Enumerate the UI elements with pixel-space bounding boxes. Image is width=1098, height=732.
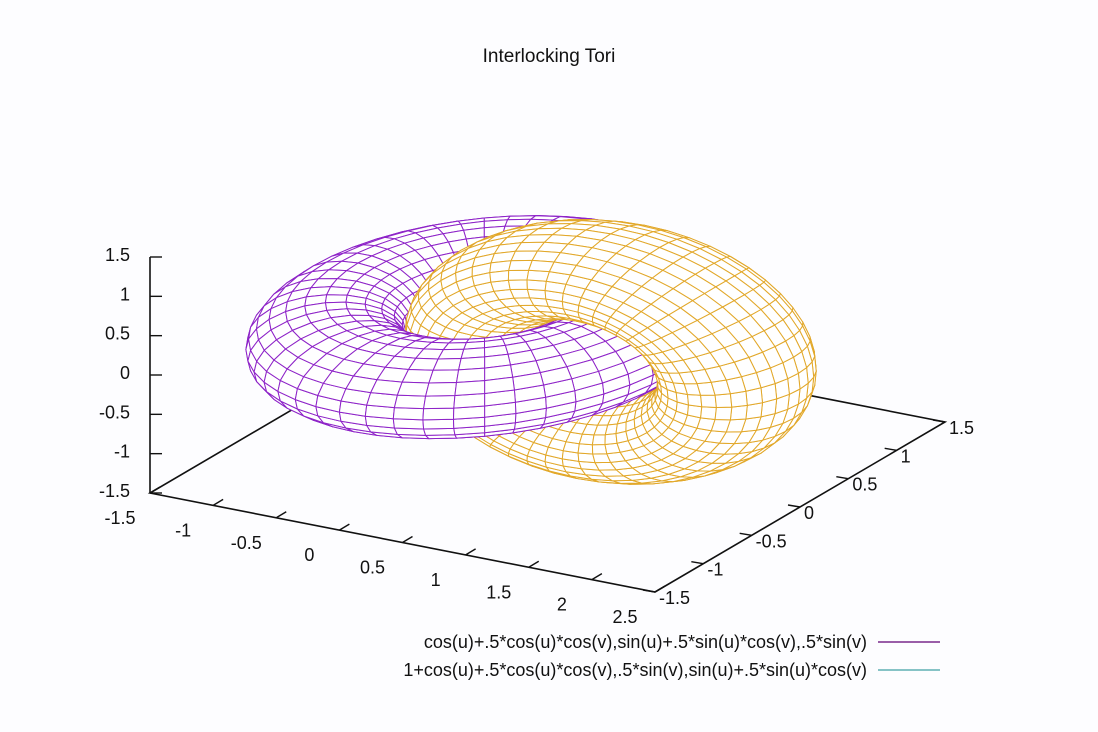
- torus-1-mesh-cell: [393, 394, 427, 410]
- x-tick-mark: [339, 523, 350, 531]
- torus-1-mesh-cell: [425, 382, 457, 397]
- z-tick-label: 1.5: [105, 245, 130, 265]
- torus-2-mesh-cell: [591, 434, 606, 446]
- torus-2-mesh-cell: [687, 394, 703, 408]
- x-tick-label: -0.5: [231, 533, 262, 553]
- legend-label-torus-2: 1+cos(u)+.5*cos(u)*cos(v),.5*sin(v),sin(…: [403, 660, 867, 680]
- z-tick-label: 1: [120, 284, 130, 304]
- y-tick-label: 0: [804, 503, 814, 523]
- torus-1-mesh-cell: [324, 294, 348, 304]
- torus-2-mesh-cell: [509, 288, 531, 299]
- torus-2-mesh-cell: [577, 443, 594, 455]
- x-tick-label: -1: [175, 520, 191, 540]
- torus-1-mesh-cell: [423, 395, 456, 410]
- legend: cos(u)+.5*cos(u)*cos(v),sin(u)+.5*sin(u)…: [403, 632, 940, 680]
- x-tick-mark: [275, 511, 287, 519]
- y-tick-mark: [932, 419, 946, 423]
- x-tick-label: 2: [557, 595, 567, 615]
- surfaces: [245, 215, 817, 485]
- torus-1-mesh-cell: [326, 286, 352, 296]
- torus-1-mesh-cell: [392, 407, 425, 421]
- chart-title: Interlocking Tori: [483, 46, 616, 67]
- torus-2-mesh-cell: [578, 433, 595, 446]
- y-tick-label: 1.5: [949, 418, 974, 438]
- x-tick-label: -1.5: [104, 508, 135, 528]
- x-tick-mark: [654, 585, 666, 593]
- torus-1-mesh-cell: [392, 418, 425, 430]
- torus-1-mesh-cell: [456, 367, 486, 383]
- z-tick-label: -1: [114, 442, 130, 462]
- y-tick-mark: [642, 589, 656, 593]
- y-tick-mark: [884, 447, 897, 452]
- y-tick-label: -1: [707, 560, 723, 580]
- y-tick-label: -0.5: [756, 531, 787, 551]
- y-tick-label: 1: [901, 446, 911, 466]
- torus-1-mesh-cell: [422, 407, 455, 421]
- y-tick-mark: [787, 504, 801, 508]
- torus-2-mesh-cell: [700, 406, 717, 420]
- torus-1-mesh-cell: [370, 379, 403, 396]
- torus-1-mesh-cell: [432, 358, 462, 371]
- y-tick-label: -1.5: [659, 588, 690, 608]
- torus-2-mesh-cell: [489, 270, 510, 283]
- x-tick-label: 0.5: [360, 558, 385, 578]
- x-tick-label: 2.5: [612, 607, 637, 627]
- torus-1-mesh-cell: [423, 427, 456, 436]
- z-tick-label: 0.5: [105, 324, 130, 344]
- torus-1-mesh-cell: [422, 418, 455, 430]
- y-tick-mark: [836, 475, 849, 480]
- torus-2-mesh-cell: [700, 394, 717, 408]
- torus-2-mesh-cell: [591, 444, 608, 455]
- x-tick-mark: [402, 535, 413, 544]
- axes: -1.5 -1 -0.5 0 0.5 1 1.5 2 2.5 -1.5 -1 -0.5 0 0.5 1 1.5…: [99, 245, 974, 627]
- torus-1-mesh-cell: [454, 380, 486, 396]
- torus-2-mesh-cell: [714, 406, 733, 421]
- y-tick-mark: [739, 532, 752, 537]
- x-tick-label: 1: [431, 570, 441, 590]
- x-tick-mark: [591, 573, 603, 581]
- torus-1-mesh-cell: [428, 369, 460, 384]
- y-tick-label: 0.5: [852, 475, 877, 495]
- x-tick-label: 0: [304, 545, 314, 565]
- torus-2-mesh-cell: [661, 288, 694, 309]
- x-tick-mark: [212, 498, 224, 506]
- z-tick-label: -1.5: [99, 481, 130, 501]
- z-tick-label: 0: [120, 363, 130, 383]
- torus-2-mesh-cell: [507, 269, 530, 281]
- x-tick-mark: [528, 560, 540, 568]
- torus-1-mesh-cell: [396, 381, 430, 397]
- z-tick-label: -0.5: [99, 402, 130, 422]
- y-tick-mark: [691, 560, 704, 565]
- legend-label-torus-1: cos(u)+.5*cos(u)*cos(v),sin(u)+.5*sin(u)…: [424, 632, 867, 652]
- torus-2-mesh-cell: [729, 404, 748, 421]
- torus-2-mesh-cell: [604, 433, 618, 445]
- x-tick-mark: [465, 548, 476, 556]
- x-tick-label: 1.5: [486, 582, 511, 602]
- x-tick-mark: [149, 486, 161, 494]
- torus-2-mesh-cell: [507, 279, 528, 290]
- torus-2-mesh-cell: [714, 393, 733, 408]
